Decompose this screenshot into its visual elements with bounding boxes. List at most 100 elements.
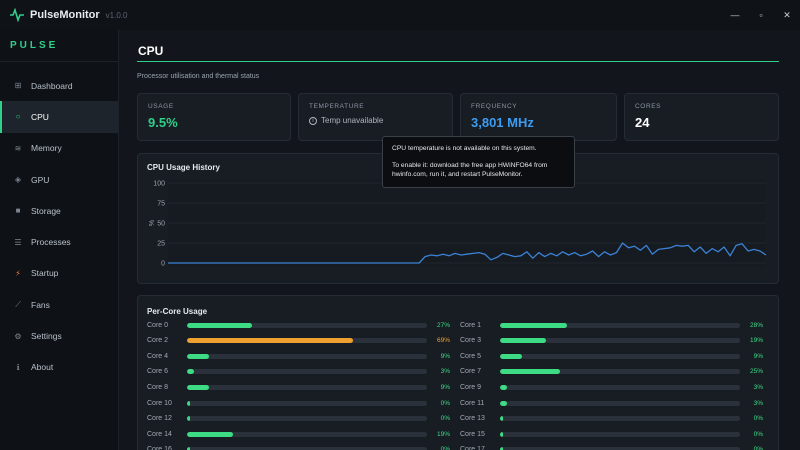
- sidebar-item-startup[interactable]: ⚡ Startup: [0, 258, 118, 289]
- core-percent: 3%: [753, 399, 763, 407]
- core-usage-fill: [187, 338, 353, 344]
- core-usage-track: [187, 447, 427, 450]
- page-subtitle: Processor utilisation and thermal status: [137, 73, 260, 80]
- cores-card: CORES 24: [624, 93, 779, 141]
- tooltip-line-2: To enable it: download the free app HWiN…: [392, 162, 548, 178]
- temperature-card[interactable]: TEMPERATURE i Temp unavailable: [298, 93, 453, 141]
- core-percent: 0%: [753, 446, 763, 450]
- core-percent: 0%: [753, 415, 763, 423]
- per-core-title: Per-Core Usage: [147, 307, 208, 316]
- page-title: CPU: [138, 44, 164, 58]
- core-row: Core 1 28%: [460, 320, 763, 330]
- core-usage-track: [500, 369, 740, 375]
- core-label: Core 5: [460, 352, 482, 360]
- core-usage-track: [500, 338, 740, 344]
- usage-history-chart: 0 25 50 75 100%: [149, 179, 767, 268]
- core-row: Core 11 3%: [460, 398, 763, 408]
- core-usage-fill: [500, 322, 568, 328]
- cpu-icon: ○: [15, 112, 21, 122]
- per-core-panel: Per-Core Usage Core 0 27% Core 1 28% Core 2 6…: [137, 295, 779, 450]
- core-usage-fill: [500, 400, 508, 406]
- tooltip-line-1: CPU temperature is not available on this…: [392, 145, 537, 152]
- main-content: CPU Processor utilisation and thermal st…: [137, 30, 779, 450]
- core-label: Core 11: [460, 399, 485, 407]
- sidebar-item-about[interactable]: ℹ About: [0, 352, 118, 383]
- sidebar-item-label: Processes: [31, 237, 71, 248]
- usage-label: USAGE: [148, 103, 174, 110]
- gpu-icon: ◈: [14, 175, 22, 185]
- core-usage-track: [500, 400, 740, 406]
- y-tick-label: 25: [157, 241, 165, 248]
- settings-gear-icon: ⚙: [14, 331, 22, 341]
- core-label: Core 3: [460, 337, 482, 345]
- core-usage-fill: [500, 338, 546, 344]
- sidebar-item-label: Storage: [31, 205, 61, 216]
- core-label: Core 10: [147, 399, 172, 407]
- core-percent: 27%: [436, 321, 450, 329]
- cores-value: 24: [635, 115, 650, 130]
- y-axis-label: %: [149, 220, 156, 226]
- sidebar-item-settings[interactable]: ⚙ Settings: [0, 320, 118, 351]
- core-row: Core 5 9%: [460, 351, 763, 361]
- core-label: Core 15: [460, 430, 485, 438]
- sidebar-item-cpu[interactable]: ○ CPU: [0, 101, 118, 133]
- core-percent: 0%: [440, 446, 450, 450]
- sidebar-item-dashboard[interactable]: ⊞ Dashboard: [0, 70, 118, 101]
- sidebar-item-label: Memory: [31, 143, 62, 154]
- core-usage-track: [187, 353, 427, 359]
- core-row: Core 12 0%: [147, 414, 450, 424]
- core-row: Core 8 9%: [147, 382, 450, 392]
- title-bar: PulseMonitor v1.0.0 — ▫ ✕: [0, 0, 800, 30]
- close-button[interactable]: ✕: [774, 0, 800, 30]
- core-label: Core 16: [147, 446, 172, 450]
- core-usage-fill: [500, 353, 522, 359]
- core-row: Core 16 0%: [147, 445, 450, 450]
- core-usage-track: [187, 338, 427, 344]
- core-percent: 9%: [753, 352, 763, 360]
- core-row: Core 6 3%: [147, 367, 450, 377]
- core-label: Core 9: [460, 383, 482, 391]
- core-usage-track: [500, 322, 740, 328]
- core-percent: 25%: [749, 368, 763, 376]
- sidebar-item-processes[interactable]: ☰ Processes: [0, 226, 118, 257]
- temperature-tooltip: CPU temperature is not available on this…: [382, 136, 575, 188]
- core-row: Core 0 27%: [147, 320, 450, 330]
- sidebar-item-fans[interactable]: ⟋ Fans: [0, 289, 118, 320]
- minimize-icon: —: [730, 10, 740, 20]
- core-usage-fill: [187, 400, 190, 406]
- sidebar-item-label: CPU: [31, 111, 49, 122]
- dashboard-icon: ⊞: [14, 81, 22, 91]
- minimize-button[interactable]: —: [722, 0, 748, 30]
- core-usage-fill: [187, 322, 252, 328]
- core-usage-fill: [187, 416, 190, 422]
- core-row: Core 4 9%: [147, 351, 450, 361]
- core-percent: 9%: [440, 352, 450, 360]
- core-usage-track: [500, 447, 740, 450]
- core-usage-track: [187, 431, 427, 437]
- sidebar-item-storage[interactable]: ■ Storage: [0, 195, 118, 226]
- storage-icon: ■: [15, 206, 21, 216]
- maximize-button[interactable]: ▫: [748, 0, 774, 30]
- core-usage-track: [187, 384, 427, 390]
- core-label: Core 7: [460, 368, 482, 376]
- core-label: Core 0: [147, 321, 169, 329]
- sidebar-item-label: Startup: [31, 268, 59, 279]
- core-percent: 0%: [440, 415, 450, 423]
- memory-icon: ≋: [14, 143, 22, 153]
- info-icon: i: [309, 116, 317, 125]
- y-tick-label: 0: [161, 261, 165, 268]
- core-usage-fill: [187, 369, 195, 375]
- core-percent: 9%: [440, 383, 450, 391]
- frequency-label: FREQUENCY: [471, 103, 518, 110]
- title-divider: [137, 61, 779, 62]
- core-row: Core 10 0%: [147, 398, 450, 408]
- sidebar-item-gpu[interactable]: ◈ GPU: [0, 164, 118, 195]
- core-row: Core 2 69%: [147, 336, 450, 346]
- core-row: Core 9 3%: [460, 382, 763, 392]
- sidebar-item-memory[interactable]: ≋ Memory: [0, 133, 118, 164]
- frequency-card: FREQUENCY 3,801 MHz: [460, 93, 617, 141]
- core-percent: 19%: [749, 337, 763, 345]
- fans-icon: ⟋: [15, 299, 21, 309]
- usage-value: 9.5%: [148, 115, 178, 130]
- sidebar-item-label: GPU: [31, 174, 50, 185]
